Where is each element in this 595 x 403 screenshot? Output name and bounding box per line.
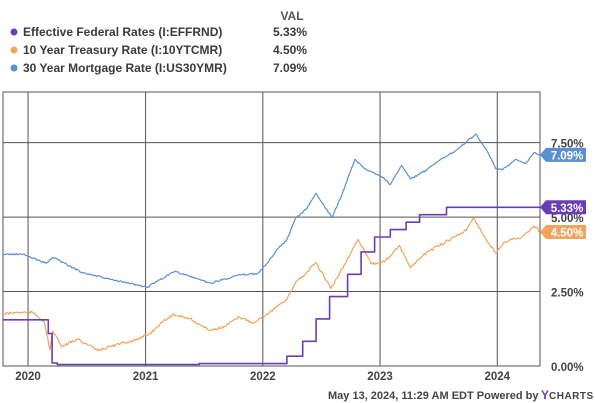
value-badges: 5.33% 4.50% 7.09% [540, 147, 586, 239]
series-layer [2, 133, 541, 366]
y-tick-label: 2.50% [551, 288, 584, 300]
legend-label: 10 Year Treasury Rate (I:10YTCMR) [23, 43, 222, 57]
x-tick-label: 2020 [15, 371, 41, 383]
brand-logo-mark[interactable]: Y [541, 388, 549, 402]
x-tick-label: 2023 [367, 371, 393, 383]
legend: VAL Effective Federal Rates (I:EFFRND) 5.… [10, 9, 308, 75]
value-badge-label: 5.33% [551, 203, 584, 215]
legend-item-1[interactable]: 10 Year Treasury Rate (I:10YTCMR) 4.50% [10, 43, 308, 57]
legend-label: Effective Federal Rates (I:EFFRND) [23, 25, 222, 39]
x-tick-label: 2024 [484, 371, 510, 383]
footer-timestamp: May 13, 2024, 11:29 AM EDT Powered by [328, 390, 539, 402]
brand-logo-text[interactable]: CHARTS [549, 391, 594, 402]
y-tick-label: 5.00% [551, 213, 584, 225]
plot-frame [2, 91, 541, 367]
value-badge-0: 5.33% [540, 200, 586, 215]
x-axis: 2020 2021 2022 2023 2024 [15, 371, 510, 383]
y-axis: 0.00% 2.50% 5.00% 7.50% [551, 139, 584, 374]
legend-item-0[interactable]: Effective Federal Rates (I:EFFRND) 5.33% [10, 25, 308, 39]
grid [2, 91, 541, 367]
legend-value: 4.50% [273, 43, 307, 57]
y-tick-label: 7.50% [551, 139, 584, 151]
value-column-header: VAL [280, 9, 303, 23]
legend-item-2[interactable]: 30 Year Mortgage Rate (I:US30YMR) 7.09% [10, 61, 308, 75]
value-badge-2: 7.09% [540, 147, 586, 162]
legend-value: 7.09% [273, 61, 307, 75]
x-tick-label: 2022 [250, 371, 276, 383]
series-line-0 [3, 206, 540, 366]
value-badge-label: 4.50% [551, 227, 584, 239]
legend-marker [10, 28, 18, 36]
legend-label: 30 Year Mortgage Rate (I:US30YMR) [23, 61, 227, 75]
legend-value: 5.33% [273, 25, 307, 39]
series-line-1 [2, 217, 541, 352]
legend-marker [10, 46, 18, 54]
value-badge-1: 4.50% [540, 224, 586, 239]
value-badge-label: 7.09% [551, 150, 584, 162]
footer: May 13, 2024, 11:29 AM EDT Powered by Y … [328, 388, 594, 402]
y-tick-label: 0.00% [551, 362, 584, 374]
legend-marker [10, 64, 18, 72]
series-line-2 [3, 133, 541, 289]
x-tick-label: 2021 [133, 371, 159, 383]
